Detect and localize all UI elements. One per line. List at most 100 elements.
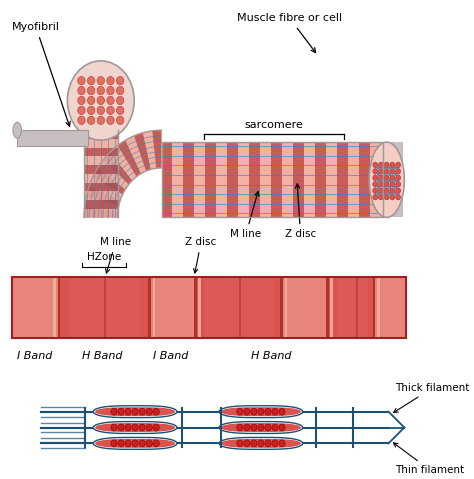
Circle shape — [244, 440, 250, 447]
Circle shape — [394, 192, 397, 195]
Bar — [153, 277, 155, 338]
Bar — [373, 277, 375, 338]
Bar — [162, 142, 383, 217]
Bar — [148, 277, 151, 338]
Circle shape — [373, 175, 378, 181]
Polygon shape — [219, 422, 303, 433]
Circle shape — [146, 408, 152, 415]
Circle shape — [390, 169, 395, 174]
Circle shape — [251, 440, 257, 447]
Circle shape — [78, 116, 85, 125]
Circle shape — [87, 116, 95, 125]
Polygon shape — [95, 423, 175, 432]
Bar — [84, 130, 118, 139]
Circle shape — [396, 175, 401, 181]
Circle shape — [97, 96, 104, 104]
Circle shape — [396, 169, 401, 174]
Bar — [148, 277, 194, 338]
Circle shape — [125, 440, 131, 447]
Circle shape — [373, 162, 378, 168]
Polygon shape — [84, 207, 118, 217]
Circle shape — [117, 96, 124, 104]
Bar — [12, 277, 406, 338]
Polygon shape — [95, 439, 175, 448]
Circle shape — [383, 166, 385, 170]
Circle shape — [383, 173, 385, 176]
Text: I Band: I Band — [17, 351, 53, 361]
Circle shape — [258, 424, 264, 431]
Circle shape — [379, 188, 383, 194]
Circle shape — [153, 440, 159, 447]
Circle shape — [125, 408, 131, 415]
Circle shape — [139, 440, 145, 447]
Bar — [194, 142, 205, 217]
Text: sarcomere: sarcomere — [245, 120, 303, 130]
Bar — [162, 142, 173, 217]
Circle shape — [78, 106, 85, 114]
Bar — [238, 142, 249, 217]
Circle shape — [132, 408, 138, 415]
Bar — [199, 277, 201, 338]
Polygon shape — [143, 131, 156, 169]
Circle shape — [394, 173, 397, 176]
Polygon shape — [93, 437, 177, 449]
Circle shape — [390, 194, 395, 200]
Bar — [12, 277, 58, 338]
Bar — [84, 165, 118, 174]
Circle shape — [132, 424, 138, 431]
Bar — [282, 142, 293, 217]
Text: M line: M line — [230, 192, 262, 239]
Bar — [330, 277, 333, 338]
Circle shape — [107, 86, 114, 95]
Circle shape — [87, 86, 95, 95]
Circle shape — [379, 194, 383, 200]
Ellipse shape — [67, 61, 134, 140]
Circle shape — [97, 86, 104, 95]
Circle shape — [389, 166, 391, 170]
Ellipse shape — [13, 122, 21, 138]
Bar — [53, 277, 56, 338]
Circle shape — [384, 194, 389, 200]
Bar — [84, 156, 118, 165]
Bar — [356, 277, 358, 338]
Circle shape — [377, 179, 380, 182]
Circle shape — [87, 77, 95, 85]
Circle shape — [111, 408, 117, 415]
Bar — [249, 142, 260, 217]
Polygon shape — [93, 406, 177, 418]
Text: Z disc: Z disc — [285, 184, 316, 239]
Bar — [17, 130, 89, 146]
Circle shape — [373, 182, 378, 187]
Circle shape — [258, 440, 264, 447]
Bar — [280, 277, 326, 338]
Circle shape — [146, 424, 152, 431]
Circle shape — [390, 182, 395, 187]
Bar — [183, 142, 194, 217]
Text: Thick filament: Thick filament — [393, 383, 470, 412]
Circle shape — [117, 86, 124, 95]
Bar — [293, 142, 304, 217]
Circle shape — [373, 194, 378, 200]
Circle shape — [384, 188, 389, 194]
Text: Muscle fibre or cell: Muscle fibre or cell — [237, 13, 342, 53]
Polygon shape — [95, 407, 175, 416]
Text: H Band: H Band — [82, 351, 123, 361]
Text: HZone: HZone — [87, 252, 121, 262]
Polygon shape — [110, 146, 137, 180]
Bar — [271, 142, 282, 217]
Circle shape — [153, 408, 159, 415]
Circle shape — [384, 175, 389, 181]
Circle shape — [78, 96, 85, 104]
Bar — [173, 142, 183, 217]
Polygon shape — [219, 406, 303, 418]
Circle shape — [390, 188, 395, 194]
Polygon shape — [221, 439, 301, 448]
Circle shape — [107, 116, 114, 125]
Circle shape — [251, 424, 257, 431]
Polygon shape — [221, 407, 301, 416]
Circle shape — [384, 182, 389, 187]
Circle shape — [396, 188, 401, 194]
Circle shape — [384, 169, 389, 174]
Circle shape — [111, 424, 117, 431]
Ellipse shape — [369, 142, 404, 217]
